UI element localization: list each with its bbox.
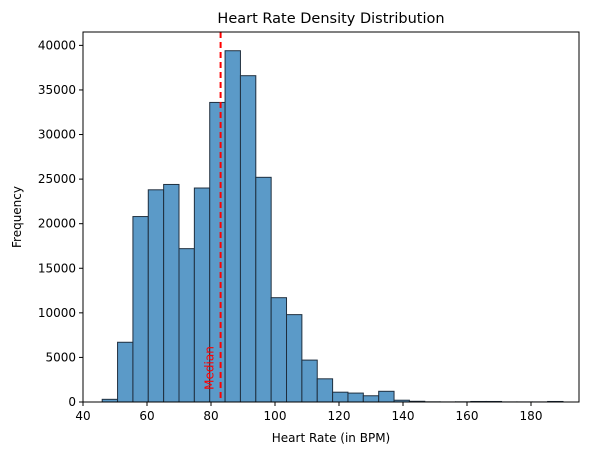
y-axis-label: Frequency — [10, 186, 24, 248]
histogram-bar-1 — [117, 341, 134, 403]
histogram-bar-18 — [378, 390, 395, 403]
chart-title: Heart Rate Density Distribution — [217, 11, 444, 27]
y-tick-label-35000: 35000 — [38, 83, 76, 97]
x-tick-label-80: 80 — [203, 409, 218, 423]
y-tick-label-5000: 5000 — [45, 350, 76, 364]
x-axis-label: Heart Rate (in BPM) — [272, 431, 390, 445]
histogram-bar-12 — [286, 314, 303, 403]
histogram-bar-13 — [301, 359, 318, 403]
median-marker: Median — [203, 32, 222, 402]
histogram-bar-17 — [362, 395, 380, 403]
histogram-bar-14 — [316, 378, 334, 403]
histogram-bar-5 — [178, 248, 195, 403]
histogram-bar-3 — [147, 189, 165, 403]
x-tick-label-120: 120 — [328, 409, 351, 423]
y-tick-label-40000: 40000 — [38, 38, 76, 52]
x-tick-label-180: 180 — [520, 409, 543, 423]
histogram-bar-16 — [347, 392, 364, 403]
histogram-bar-10 — [255, 176, 272, 403]
histogram-bar-8 — [224, 50, 241, 403]
plot-frame — [82, 31, 580, 403]
y-tick-label-20000: 20000 — [38, 217, 76, 231]
x-tick-label-140: 140 — [392, 409, 415, 423]
x-axis: 40 60 80 100 120 140 160 180 — [75, 402, 542, 423]
histogram-bar-4 — [163, 183, 180, 403]
x-tick-label-100: 100 — [264, 409, 287, 423]
histogram-bar-15 — [332, 391, 349, 403]
histogram-bar-9 — [239, 75, 257, 403]
y-tick-label-15000: 15000 — [38, 261, 76, 275]
x-tick-label-160: 160 — [456, 409, 479, 423]
y-axis: 0 5000 10000 15000 20000 25000 30000 35000 40000 — [38, 38, 83, 409]
x-tick-label-60: 60 — [139, 409, 154, 423]
histogram-bar-11 — [270, 297, 288, 403]
y-tick-label-10000: 10000 — [38, 306, 76, 320]
x-tick-label-40: 40 — [75, 409, 90, 423]
median-label: Median — [203, 346, 217, 390]
y-tick-label-25000: 25000 — [38, 172, 76, 186]
histogram-bars — [101, 50, 564, 403]
y-tick-label-30000: 30000 — [38, 128, 76, 142]
y-tick-label-0: 0 — [68, 395, 76, 409]
histogram-bar-2 — [132, 216, 149, 403]
